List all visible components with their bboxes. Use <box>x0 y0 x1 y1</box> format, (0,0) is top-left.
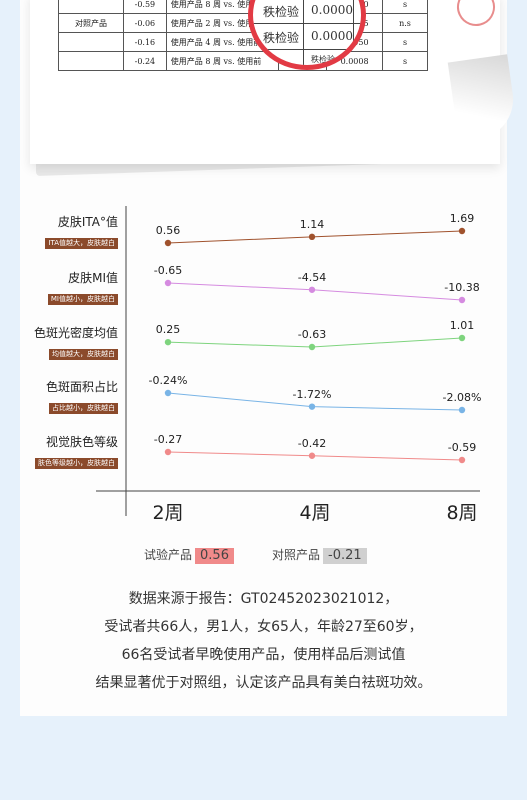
series-name: 视觉肤色等级 <box>45 435 118 449</box>
row-label-area: 色斑面积占比 占比越小，皮肤越白 <box>22 379 118 414</box>
source-note-line: 结果显著优于对照组，认定该产品具有美白祛斑功效。 <box>95 675 432 691</box>
legend-test-chip: 0.56 <box>195 548 234 564</box>
data-point <box>458 227 466 235</box>
x-tick-label: 8周 <box>446 502 478 524</box>
loupe-row: 秩检验 0.0000 <box>253 0 361 24</box>
data-label: -0.59 <box>447 441 477 454</box>
legend-test: 试验产品 0.56 <box>144 546 234 564</box>
data-label: -4.54 <box>297 270 327 284</box>
table-cell: -0.24 <box>123 51 167 71</box>
series-badge: MI值越小，皮肤越白 <box>47 294 118 305</box>
data-label: -0.63 <box>297 328 327 341</box>
loupe-method: 秩检验 <box>263 5 300 19</box>
magnifier-loupe: 秩检验 0.0000 秩检验 0.0000 Wh 秩检验 <box>248 0 366 70</box>
x-tick-label: 4周 <box>299 502 331 524</box>
data-point <box>164 389 172 397</box>
row-label-density: 色斑光密度均值 均值越大，皮肤越白 <box>22 325 118 360</box>
table-cell <box>58 51 124 71</box>
legend-control-chip: -0.21 <box>323 548 367 564</box>
data-label: 1.01 <box>449 319 475 332</box>
loupe-p: 0.0000 <box>311 3 353 17</box>
data-point <box>458 456 466 464</box>
data-point <box>164 448 172 456</box>
loupe-p: 0.0000 <box>311 29 353 43</box>
series-badge: 均值越大，皮肤越白 <box>49 349 118 360</box>
row-label-mi: 皮肤MI值 MI值越小，皮肤越白 <box>22 270 118 305</box>
series-name: 皮肤MI值 <box>68 271 118 285</box>
table-cell: n.s <box>382 13 428 33</box>
series-badge: 肤色等级越小，皮肤越白 <box>35 458 118 469</box>
data-point <box>308 403 316 410</box>
row-label-ita: 皮肤ITA°值 ITA值越大，皮肤越白 <box>22 214 118 249</box>
loupe-grid-line <box>303 0 304 65</box>
data-label: 1.14 <box>299 217 325 231</box>
loupe-row: 秩检验 0.0000 <box>253 23 361 50</box>
data-label: 1.69 <box>449 212 475 225</box>
data-label: -0.65 <box>153 264 183 277</box>
legend-control: 对照产品 -0.21 <box>272 546 367 564</box>
series-badge: 占比越小，皮肤越白 <box>49 403 118 414</box>
loupe-partial-tail: 秩检验 <box>311 55 335 64</box>
legend-control-label: 对照产品 <box>272 548 321 562</box>
data-point <box>308 343 316 351</box>
data-label: -0.42 <box>297 436 327 450</box>
row-label-tone: 视觉肤色等级 肤色等级越小，皮肤越白 <box>22 434 118 469</box>
source-note-line: 66名受试者早晚使用产品，使用样品后测试值 <box>121 647 406 663</box>
source-note-line: 数据来源于报告：GT02452023021012， <box>128 591 399 607</box>
data-label: 0.56 <box>155 224 181 237</box>
legend-test-label: 试验产品 <box>144 548 193 562</box>
source-note-line: 受试者共66人，男1人，女65人，年龄27至60岁， <box>104 619 423 635</box>
loupe-grid-line <box>353 0 354 65</box>
data-point <box>164 239 172 247</box>
data-label: -10.38 <box>444 281 480 294</box>
x-tick-label: 2周 <box>152 502 184 524</box>
data-label: -0.24% <box>148 374 188 387</box>
data-point <box>458 296 466 304</box>
series-name: 皮肤ITA°值 <box>57 215 118 229</box>
data-point <box>164 338 172 346</box>
series-line <box>167 282 463 301</box>
series-name: 色斑面积占比 <box>45 380 118 394</box>
data-label: -1.72% <box>292 387 332 401</box>
data-point <box>308 233 316 241</box>
loupe-row: Wh 秩检验 <box>253 49 361 65</box>
data-label: -2.08% <box>442 391 482 404</box>
loupe-partial: Wh <box>263 54 277 63</box>
data-point <box>164 279 172 287</box>
data-point <box>308 286 316 293</box>
table-cell: s <box>382 51 428 71</box>
data-point <box>458 406 466 414</box>
data-label: 0.25 <box>155 323 181 337</box>
line-chart <box>96 206 480 516</box>
series-badge: ITA值越大，皮肤越白 <box>45 238 118 249</box>
data-point <box>458 334 466 342</box>
loupe-method: 秩检验 <box>263 31 300 45</box>
data-point <box>308 452 316 459</box>
series-name: 色斑光密度均值 <box>33 326 118 340</box>
data-label: -0.27 <box>153 433 183 446</box>
